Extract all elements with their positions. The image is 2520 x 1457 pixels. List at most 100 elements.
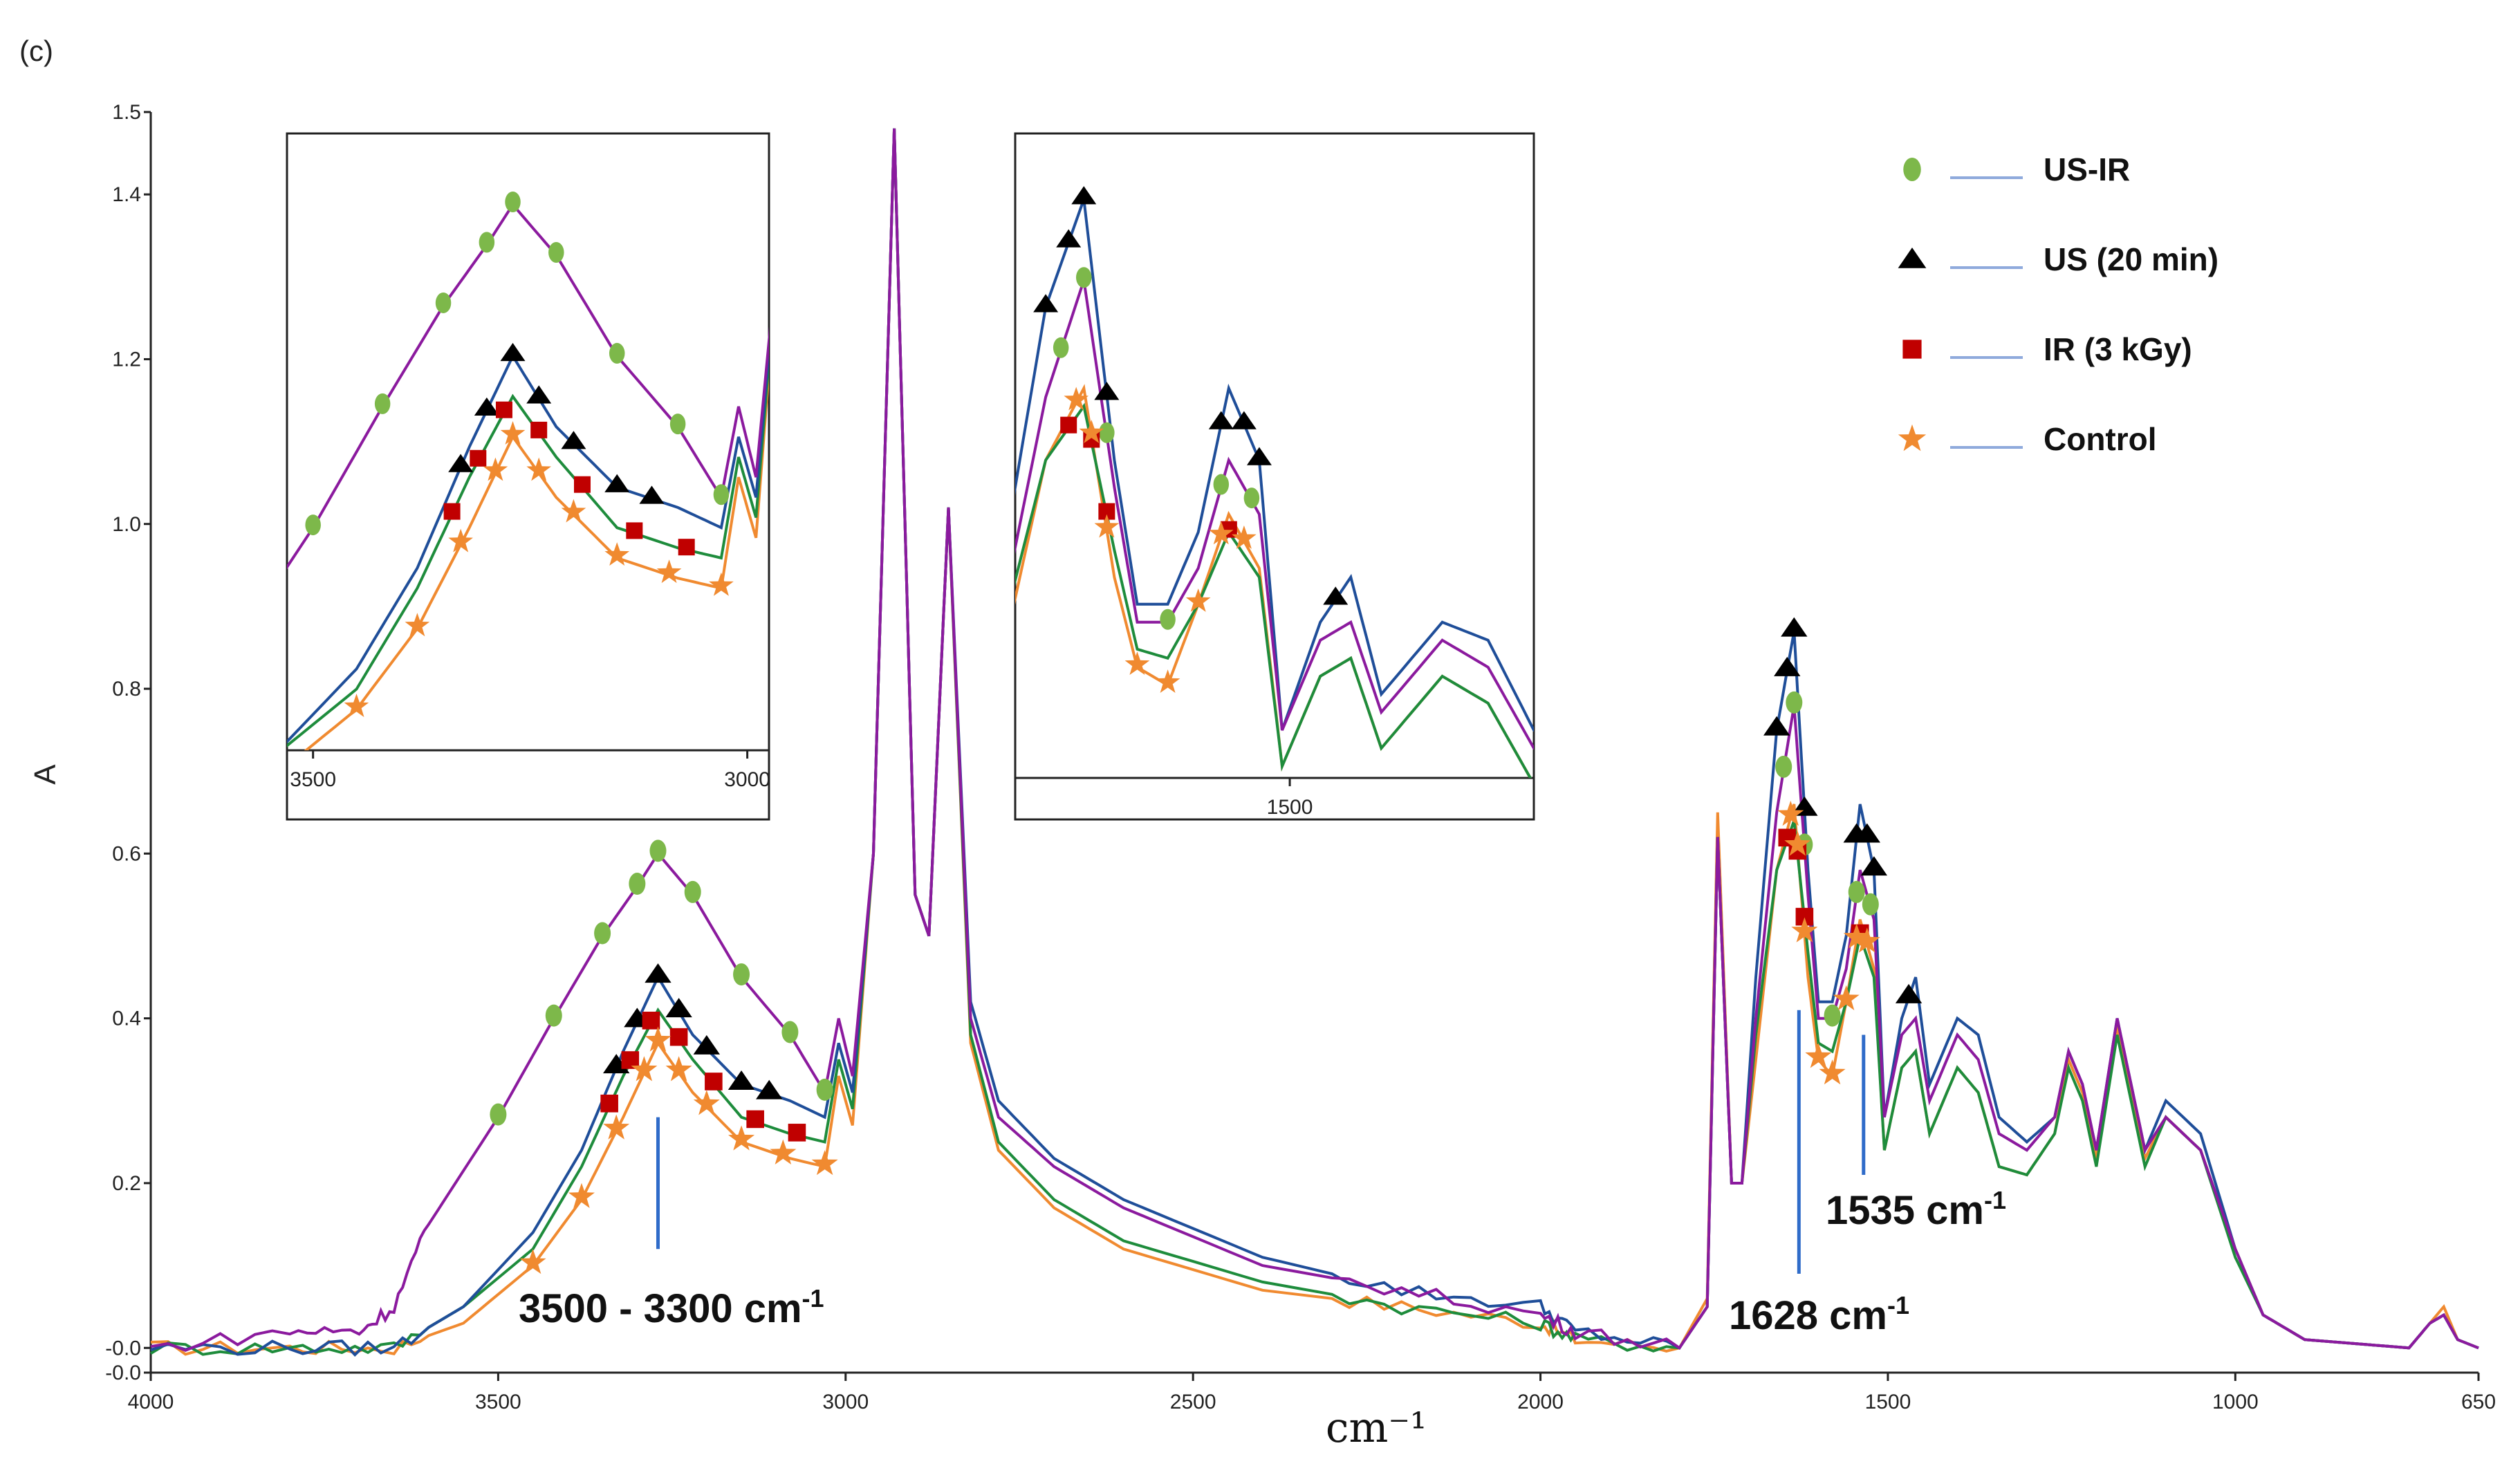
inset-marker-us_ir [435, 292, 452, 313]
inset-x-tick-label: 3500 [290, 768, 336, 791]
inset-marker-ir [626, 522, 643, 539]
inset-marker-ir [573, 476, 591, 493]
legend: US-IR US (20 min) IR (3 kGy) Control [1898, 151, 2218, 457]
inset-frame [286, 132, 770, 821]
inset-marker-ir [443, 503, 461, 520]
inset-marker-control [1079, 420, 1104, 443]
y-tick-label: -0.0 [105, 1362, 141, 1384]
marker-control [603, 1114, 630, 1140]
x-tick-label: 2000 [1517, 1391, 1564, 1413]
inset-marker-ir [530, 421, 548, 438]
marker-control [1805, 1043, 1832, 1068]
marker-us_ir [733, 963, 750, 986]
inset-marker-us_ir [713, 484, 730, 505]
inset-marker-us_ir [479, 232, 495, 253]
x-tick-label: 2500 [1170, 1391, 1216, 1413]
marker-us [693, 1034, 721, 1055]
marker-control [519, 1249, 546, 1274]
x-tick-label: 3000 [822, 1391, 869, 1413]
y-tick-label: -0.0 [105, 1337, 141, 1359]
marker-control [631, 1056, 658, 1082]
inset-marker-control [344, 694, 369, 717]
legend-label: Control [2044, 421, 2157, 457]
marker-control [693, 1090, 720, 1115]
inset-marker-control [448, 528, 473, 553]
marker-us_ir [490, 1103, 507, 1126]
series-line-us_ir [150, 128, 2479, 1352]
marker-us_ir [629, 873, 646, 895]
y-tick-label: 0.6 [112, 842, 141, 865]
marker-us [645, 963, 671, 983]
inset-series-line-ir [287, 344, 769, 748]
inset-marker-control [1155, 669, 1180, 693]
marker-us [665, 998, 692, 1018]
inset-marker-ir [470, 449, 487, 467]
inset-marker-us [526, 385, 552, 404]
inset-marker-ir [495, 401, 512, 418]
marker-us_ir [781, 1021, 799, 1043]
marker-us_ir [1824, 1004, 1841, 1027]
marker-ir [642, 1012, 660, 1030]
inset-x-tick-label: 3000 [724, 768, 770, 791]
inset-marker-control [709, 572, 734, 596]
marker-us [1860, 856, 1888, 876]
series-markers [490, 617, 1923, 1274]
inset-marker-control [1064, 387, 1089, 411]
annotation-superscript: -1 [1984, 1186, 2006, 1214]
inset-marker-us_ir [505, 191, 521, 212]
marker-control [1819, 1059, 1846, 1085]
inset-marker-us [448, 454, 474, 472]
inset-marker-us [500, 342, 526, 362]
y-axis-label: A [28, 764, 62, 785]
marker-us_ir [545, 1004, 562, 1027]
marker-us [756, 1079, 783, 1099]
inset-marker-us [1071, 186, 1097, 205]
inset-marker-us [1033, 294, 1059, 313]
marker-ir [788, 1124, 806, 1142]
y-tick-label: 1.0 [112, 513, 141, 536]
series-line-ir [149, 128, 2479, 1356]
legend-label: US (20 min) [2044, 241, 2218, 277]
inset-lines [1015, 198, 1534, 778]
inset-marker-us_ir [374, 393, 391, 414]
x-tick-label: 3500 [475, 1391, 521, 1413]
inset-marker-control [526, 457, 551, 481]
marker-control [645, 1026, 671, 1052]
marker-us_ir [594, 922, 611, 945]
y-tick-label: 1.2 [112, 348, 141, 371]
y-tick-label: 0.2 [112, 1172, 141, 1195]
inset-oh-region: 3500 3000 [286, 132, 770, 821]
marker-control [1833, 985, 1860, 1010]
inset-marker-control [1209, 521, 1234, 545]
marker-us_ir [1786, 691, 1803, 714]
inset-marker-us_ir [305, 514, 321, 536]
x-axis-label: cm⁻¹ [1326, 1404, 1427, 1452]
series-lines [149, 128, 2479, 1357]
legend-marker-ir [1902, 340, 1922, 359]
x-tick-label: 650 [2461, 1391, 2496, 1413]
marker-control [1791, 917, 1818, 943]
marker-ir [705, 1073, 723, 1091]
marker-ir [600, 1094, 618, 1113]
inset-series-line-us_ir [1015, 279, 1534, 750]
inset-marker-us_ir [1213, 474, 1230, 495]
inset-marker-control [561, 499, 586, 523]
annotation-superscript: -1 [802, 1284, 824, 1312]
legend-item-us: US (20 min) [1898, 241, 2218, 277]
y-tick-label: 1.5 [112, 101, 141, 124]
inset-amide-region: 1500 [1014, 132, 1535, 821]
inset-markers [1033, 186, 1349, 693]
x-tick-label: 1500 [1865, 1391, 1911, 1413]
legend-label: IR (3 kGy) [2044, 331, 2192, 367]
legend-item-ir: IR (3 kGy) [1902, 331, 2192, 367]
marker-us_ir [1848, 880, 1865, 903]
annotation-superscript: -1 [1887, 1291, 1909, 1319]
marker-us [1774, 656, 1801, 676]
inset-marker-us_ir [1099, 422, 1115, 443]
inset-marker-us [561, 431, 586, 449]
annotation-label: 1628 cm-1 [1729, 1291, 1909, 1338]
inset-marker-us_ir [548, 241, 564, 263]
inset-marker-us [1208, 411, 1234, 429]
inset-marker-us_ir [1243, 488, 1260, 509]
